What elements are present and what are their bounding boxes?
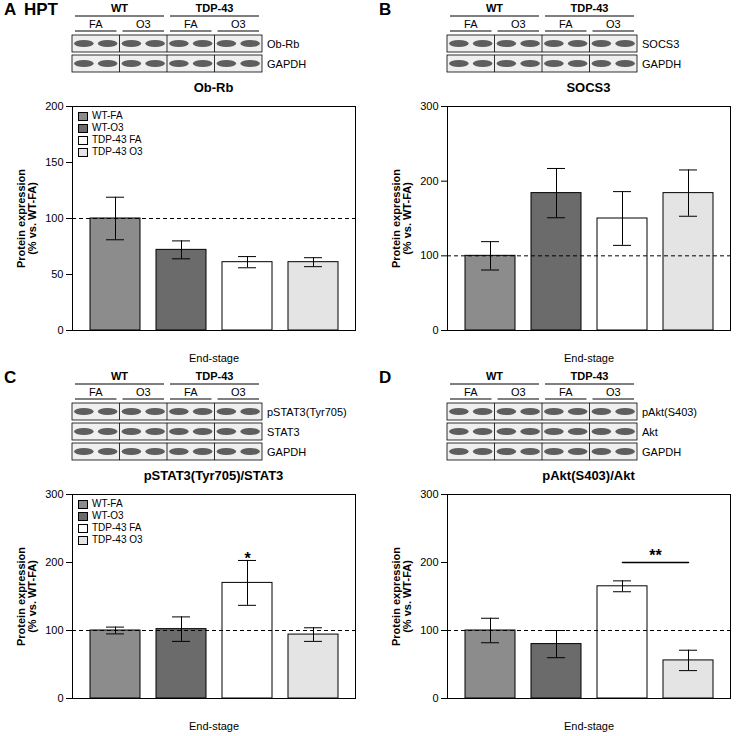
svg-text:FA: FA — [559, 18, 573, 30]
svg-text:200: 200 — [420, 175, 438, 187]
svg-text:FA: FA — [89, 18, 103, 30]
svg-text:GAPDH: GAPDH — [642, 58, 681, 70]
svg-text:O3: O3 — [136, 386, 151, 398]
svg-text:100: 100 — [45, 212, 63, 224]
svg-text:WT: WT — [486, 370, 503, 382]
svg-text:O3: O3 — [231, 386, 246, 398]
svg-text:End-stage: End-stage — [189, 352, 239, 364]
svg-text:End-stage: End-stage — [189, 720, 239, 732]
svg-text:TDP-43: TDP-43 — [196, 370, 234, 382]
svg-text:O3: O3 — [231, 18, 246, 30]
svg-text:150: 150 — [45, 156, 63, 168]
svg-text:0: 0 — [57, 692, 63, 704]
html-text:WT-O3: WT-O3 — [92, 510, 124, 521]
svg-text:SOCS3: SOCS3 — [642, 38, 679, 50]
svg-text:FA: FA — [184, 386, 198, 398]
svg-text:*: * — [244, 550, 251, 567]
svg-text:0: 0 — [432, 324, 438, 336]
svg-text:WT: WT — [111, 2, 128, 14]
svg-text:GAPDH: GAPDH — [267, 58, 306, 70]
svg-text:Akt: Akt — [642, 426, 658, 438]
svg-text:O3: O3 — [511, 386, 526, 398]
svg-text:300: 300 — [420, 488, 438, 500]
svg-text:pAkt(S403): pAkt(S403) — [642, 406, 697, 418]
svg-text:STAT3: STAT3 — [267, 426, 300, 438]
svg-text:TDP-43: TDP-43 — [571, 370, 609, 382]
html-text:C: C — [4, 368, 17, 387]
svg-text:WT: WT — [111, 370, 128, 382]
html-text:B: B — [379, 0, 392, 19]
svg-text:200: 200 — [420, 556, 438, 568]
svg-text:Protein expression(% vs. WT-FA: Protein expression(% vs. WT-FA) — [390, 169, 413, 268]
svg-text:O3: O3 — [606, 18, 621, 30]
svg-text:O3: O3 — [136, 18, 151, 30]
svg-text:300: 300 — [45, 488, 63, 500]
svg-text:Ob-Rb: Ob-Rb — [267, 38, 299, 50]
svg-text:End-stage: End-stage — [564, 352, 614, 364]
html-text:A: A — [4, 0, 17, 19]
svg-text:Protein expression(% vs. WT-FA: Protein expression(% vs. WT-FA) — [15, 547, 38, 646]
html-text:D: D — [379, 368, 392, 387]
html-text:TDP-43 FA: TDP-43 FA — [92, 134, 142, 145]
svg-text:200: 200 — [45, 100, 63, 112]
html-text:SOCS3: SOCS3 — [566, 80, 611, 95]
html-text:TDP-43 O3: TDP-43 O3 — [92, 146, 143, 157]
svg-text:Protein expression(% vs. WT-FA: Protein expression(% vs. WT-FA) — [15, 169, 38, 268]
svg-text:FA: FA — [184, 18, 198, 30]
svg-text:100: 100 — [420, 624, 438, 636]
svg-text:GAPDH: GAPDH — [642, 446, 681, 458]
svg-text:End-stage: End-stage — [564, 720, 614, 732]
html-text:TDP-43 FA: TDP-43 FA — [92, 522, 142, 533]
html-text:Ob-Rb: Ob-Rb — [193, 80, 234, 95]
svg-text:100: 100 — [45, 624, 63, 636]
svg-text:100: 100 — [420, 249, 438, 261]
svg-text:FA: FA — [89, 386, 103, 398]
svg-text:50: 50 — [51, 268, 63, 280]
html-text:TDP-43 O3: TDP-43 O3 — [92, 534, 143, 545]
html-text:HPT: HPT — [24, 0, 58, 19]
svg-text:pSTAT3(Tyr705): pSTAT3(Tyr705) — [267, 406, 347, 418]
svg-text:**: ** — [649, 547, 662, 564]
svg-text:0: 0 — [57, 324, 63, 336]
html-text:WT-FA: WT-FA — [92, 498, 123, 509]
svg-text:0: 0 — [432, 692, 438, 704]
svg-text:WT: WT — [486, 2, 503, 14]
html-text:pSTAT3(Tyr705)/STAT3: pSTAT3(Tyr705)/STAT3 — [143, 468, 284, 483]
svg-text:GAPDH: GAPDH — [267, 446, 306, 458]
html-text:WT-O3: WT-O3 — [92, 122, 124, 133]
svg-text:200: 200 — [45, 556, 63, 568]
svg-text:FA: FA — [559, 386, 573, 398]
html-text:WT-FA: WT-FA — [92, 110, 123, 121]
svg-text:O3: O3 — [606, 386, 621, 398]
html-text:pAkt(S403)/Akt: pAkt(S403)/Akt — [542, 468, 635, 483]
svg-text:300: 300 — [420, 100, 438, 112]
svg-text:TDP-43: TDP-43 — [196, 2, 234, 14]
svg-text:FA: FA — [464, 18, 478, 30]
svg-text:O3: O3 — [511, 18, 526, 30]
svg-text:TDP-43: TDP-43 — [571, 2, 609, 14]
svg-text:Protein expression(% vs. WT-FA: Protein expression(% vs. WT-FA) — [390, 547, 413, 646]
svg-text:FA: FA — [464, 386, 478, 398]
